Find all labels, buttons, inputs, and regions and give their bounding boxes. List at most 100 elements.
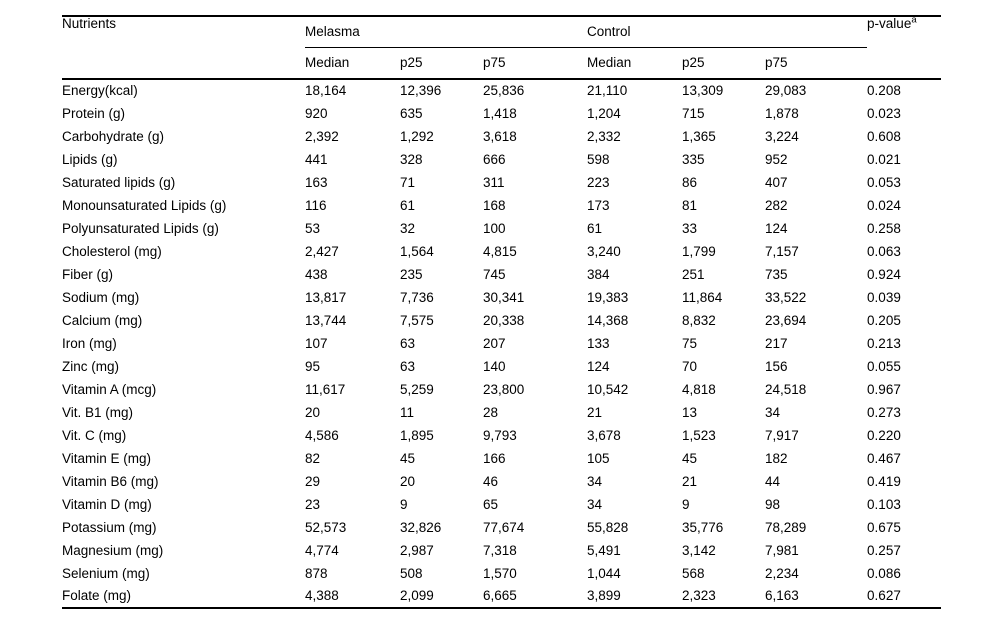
value-cell: 0.924 xyxy=(867,266,901,282)
value-cell: 5,259 xyxy=(400,381,434,397)
value-cell: 207 xyxy=(483,335,506,351)
value-cell: 116 xyxy=(305,197,327,213)
value-cell: 86 xyxy=(682,174,698,190)
value-cell: 20,338 xyxy=(483,312,525,328)
table-row: Cholesterol (mg) 2,427 1,564 4,815 3,240 1,79… xyxy=(62,240,941,263)
value-cell: 11,617 xyxy=(305,381,346,397)
value-cell: 1,044 xyxy=(587,565,621,581)
value-cell: 6,665 xyxy=(483,588,517,604)
value-cell: 2,987 xyxy=(400,542,434,558)
value-cell: 133 xyxy=(587,335,610,351)
value-cell: 5,491 xyxy=(587,542,621,558)
table-row: Fiber (g) 438 235 745 384 251 735 0.924 xyxy=(62,263,941,286)
value-cell: 8,832 xyxy=(682,312,716,328)
value-cell: 3,899 xyxy=(587,588,621,604)
value-cell: 3,240 xyxy=(587,243,621,259)
table-row: Vitamin B6 (mg) 29 20 46 34 21 44 0.419 xyxy=(62,470,941,493)
value-cell: 78,289 xyxy=(765,519,807,535)
value-cell: 77,674 xyxy=(483,519,525,535)
value-cell: 107 xyxy=(305,335,328,351)
nutrient-label: Lipids (g) xyxy=(62,151,118,167)
value-cell: 735 xyxy=(765,266,788,282)
value-cell: 23,694 xyxy=(765,312,807,328)
value-cell: 14,368 xyxy=(587,312,629,328)
value-cell: 61 xyxy=(587,220,603,236)
value-cell: 166 xyxy=(483,450,506,466)
value-cell: 0.024 xyxy=(867,197,901,213)
nutrient-label: Energy(kcal) xyxy=(62,83,138,99)
table-row: Monounsaturated Lipids (g) 116 61 168 173 81 2… xyxy=(62,194,941,217)
nutrient-label: Folate (mg) xyxy=(62,588,132,604)
col-group-control: Control xyxy=(587,16,868,48)
value-cell: 0.213 xyxy=(867,335,901,351)
value-cell: 508 xyxy=(400,565,423,581)
value-cell: 2,332 xyxy=(587,128,621,144)
table-row: Selenium (mg) 878 508 1,570 1,044 568 2,234 0.0… xyxy=(62,562,941,585)
value-cell: 21,110 xyxy=(587,83,628,99)
value-cell: 4,815 xyxy=(483,243,517,259)
table-body: Energy(kcal) 18,164 12,396 25,836 21,110 13,3… xyxy=(62,79,941,608)
value-cell: 0.257 xyxy=(867,542,901,558)
value-cell: 0.627 xyxy=(867,588,901,604)
value-cell: 95 xyxy=(305,358,321,374)
value-cell: 438 xyxy=(305,266,328,282)
table-row: Lipids (g) 441 328 666 598 335 952 0.021 xyxy=(62,148,941,171)
value-cell: 124 xyxy=(765,220,788,236)
value-cell: 384 xyxy=(587,266,610,282)
nutrient-label: Sodium (mg) xyxy=(62,289,140,305)
value-cell: 0.967 xyxy=(867,381,901,397)
value-cell: 33,522 xyxy=(765,289,807,305)
col-header-control-p25: p25 xyxy=(682,47,766,80)
value-cell: 311 xyxy=(483,174,505,190)
pvalue-label: p-value xyxy=(867,16,912,31)
nutrient-label: Vitamin D (mg) xyxy=(62,496,152,512)
value-cell: 75 xyxy=(682,335,698,351)
nutrient-label: Magnesium (mg) xyxy=(62,542,164,558)
value-cell: 21 xyxy=(587,404,603,420)
value-cell: 715 xyxy=(682,105,705,121)
value-cell: 0.220 xyxy=(867,427,901,443)
value-cell: 0.039 xyxy=(867,289,901,305)
value-cell: 182 xyxy=(765,450,788,466)
value-cell: 1,895 xyxy=(400,427,434,443)
value-cell: 140 xyxy=(483,358,506,374)
value-cell: 251 xyxy=(682,266,705,282)
value-cell: 0.675 xyxy=(867,519,901,535)
value-cell: 1,878 xyxy=(765,105,799,121)
nutrient-label: Iron (mg) xyxy=(62,335,117,351)
nutrient-label: Potassium (mg) xyxy=(62,519,157,535)
value-cell: 0.021 xyxy=(867,151,901,167)
nutrient-label: Vitamin A (mcg) xyxy=(62,381,157,397)
table-row: Polyunsaturated Lipids (g) 53 32 100 61 33 124… xyxy=(62,217,941,240)
value-cell: 223 xyxy=(587,174,610,190)
col-header-control-p75: p75 xyxy=(765,47,868,80)
value-cell: 163 xyxy=(305,174,328,190)
value-cell: 3,224 xyxy=(765,128,799,144)
value-cell: 34 xyxy=(587,496,603,512)
table-row: Potassium (mg) 52,573 32,826 77,674 55,828 35… xyxy=(62,516,941,539)
value-cell: 745 xyxy=(483,266,506,282)
value-cell: 0.063 xyxy=(867,243,901,259)
value-cell: 32,826 xyxy=(400,519,442,535)
table-row: Protein (g) 920 635 1,418 1,204 715 1,878 0.023 xyxy=(62,102,941,125)
nutrient-label: Zinc (mg) xyxy=(62,358,119,374)
value-cell: 0.419 xyxy=(867,473,901,489)
col-header-nutrients: Nutrients xyxy=(62,16,305,80)
value-cell: 1,418 xyxy=(483,105,517,121)
value-cell: 3,678 xyxy=(587,427,621,443)
value-cell: 4,586 xyxy=(305,427,339,443)
table-row: Magnesium (mg) 4,774 2,987 7,318 5,491 3,142 7… xyxy=(62,539,941,562)
value-cell: 18,164 xyxy=(305,83,347,99)
value-cell: 1,204 xyxy=(587,105,621,121)
value-cell: 407 xyxy=(765,174,788,190)
value-cell: 35,776 xyxy=(682,519,724,535)
value-cell: 666 xyxy=(483,151,506,167)
value-cell: 0.023 xyxy=(867,105,901,121)
value-cell: 7,575 xyxy=(400,312,434,328)
nutrient-label: Cholesterol (mg) xyxy=(62,243,162,259)
value-cell: 61 xyxy=(400,197,416,213)
value-cell: 23 xyxy=(305,496,321,512)
value-cell: 11 xyxy=(400,404,415,420)
group-header-row: Nutrients Melasma Control p-valuea xyxy=(62,16,942,80)
value-cell: 63 xyxy=(400,358,416,374)
